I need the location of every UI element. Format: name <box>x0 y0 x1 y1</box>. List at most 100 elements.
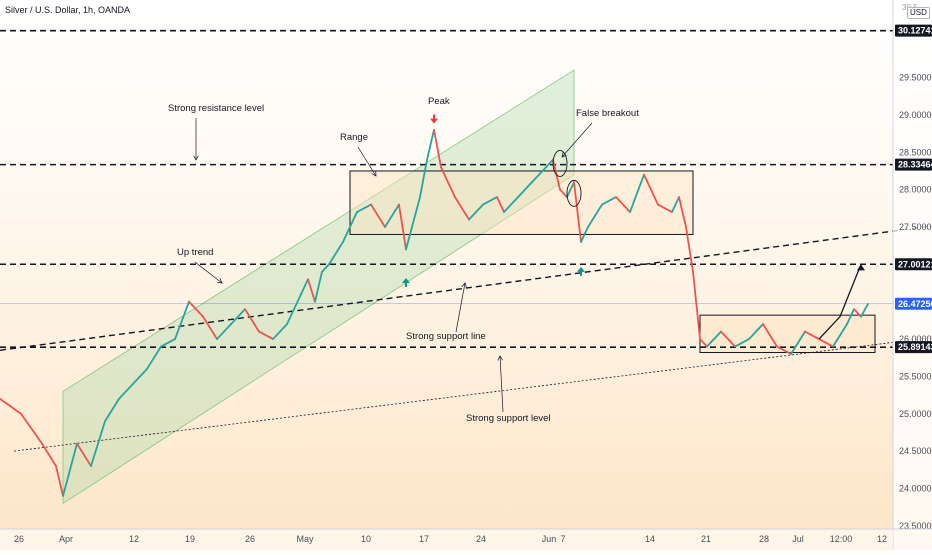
price-segment <box>832 323 848 348</box>
consolidation-box <box>699 314 876 354</box>
price-segment <box>433 128 442 169</box>
price-segment <box>20 412 43 445</box>
price-segment <box>853 308 862 318</box>
price-segment <box>762 323 778 348</box>
price-segment <box>307 278 316 303</box>
annotation-pointer <box>455 282 466 333</box>
price-label-badge <box>895 258 932 271</box>
price-segment <box>531 166 547 184</box>
price-segment <box>398 203 407 251</box>
currency-badge[interactable]: USD <box>907 7 930 19</box>
price-label-badge <box>895 24 932 37</box>
annotation-pointer-head <box>217 278 223 284</box>
price-segment <box>160 338 176 348</box>
x-tick-label: 26 <box>245 534 255 544</box>
y-tick-label: 29.50000 <box>899 73 932 83</box>
annotation-pointer-head <box>561 152 567 158</box>
x-tick-label: 17 <box>419 534 429 544</box>
annotation-pointer <box>357 146 377 177</box>
x-tick-label: 12:00 <box>830 534 853 544</box>
price-segment <box>559 188 568 199</box>
x-tick-label: 24 <box>476 534 486 544</box>
price-segment <box>720 330 736 348</box>
price-segment <box>643 173 659 206</box>
x-tick-label: 19 <box>185 534 195 544</box>
price-segment <box>321 263 330 273</box>
price-label-text: 26.47250 <box>898 299 932 309</box>
price-segment <box>818 338 834 348</box>
price-segment <box>174 300 190 340</box>
annotation-pointer-head <box>497 355 503 361</box>
false-breakout-ellipse <box>552 150 568 177</box>
price-segment <box>104 397 120 423</box>
price-segment <box>573 181 582 243</box>
price-segment <box>76 442 92 467</box>
price-segment <box>244 308 260 333</box>
price-segment <box>440 166 456 199</box>
x-tick-label: 26 <box>14 534 24 544</box>
false-breakout-ellipse <box>566 179 582 207</box>
price-segment <box>671 196 680 213</box>
price-axis[interactable] <box>893 0 932 550</box>
annotation-false-breakout: False breakout <box>576 108 639 119</box>
price-label-text: 28.33464 <box>898 160 932 170</box>
price-segment <box>601 196 617 206</box>
price-segment <box>405 196 421 251</box>
x-tick-label: Jul <box>792 534 804 544</box>
price-segment <box>482 196 498 206</box>
price-segment <box>286 293 302 326</box>
annotation-support-line: Strong support line <box>406 331 486 342</box>
price-segment <box>384 203 400 228</box>
price-label-text: 27.00121 <box>898 259 932 269</box>
price-segment <box>41 442 57 467</box>
price-segment <box>580 226 589 243</box>
x-tick-label: 28 <box>759 534 769 544</box>
annotation-resistance: Strong resistance level <box>168 103 264 114</box>
price-segment <box>657 203 673 213</box>
annotation-pointer-head <box>371 170 377 177</box>
price-segment <box>426 128 435 161</box>
price-segment <box>370 203 386 228</box>
price-segment <box>748 323 764 340</box>
price-label-badge <box>895 341 932 354</box>
price-segment <box>699 338 708 348</box>
price-segment <box>503 196 519 213</box>
price-segment <box>314 270 323 303</box>
price-segment <box>846 308 855 326</box>
price-segment <box>468 203 484 221</box>
price-segment <box>328 241 344 266</box>
strong-support-line <box>0 225 932 351</box>
price-segment <box>419 158 428 199</box>
price-segment <box>132 368 148 385</box>
annotation-up-trend: Up trend <box>177 247 213 258</box>
peak-arrow-down <box>430 114 438 124</box>
price-segment <box>734 338 750 348</box>
x-tick-label: 7 <box>560 534 565 544</box>
y-tick-label: 24.00000 <box>899 484 932 494</box>
price-segment <box>566 181 575 199</box>
price-segment <box>272 323 288 340</box>
price-label-text: 30.12741 <box>898 26 932 36</box>
x-tick-label: Jun <box>542 534 557 544</box>
price-segment <box>90 420 106 467</box>
price-segment <box>587 203 603 228</box>
projection-arrowhead <box>857 264 865 271</box>
chart-title: Silver / U.S. Dollar, 1h, OANDA <box>5 5 131 15</box>
price-segment <box>860 303 869 318</box>
x-tick-label: 12 <box>129 534 139 544</box>
price-segment <box>356 203 372 213</box>
x-tick-label: 12 <box>877 534 887 544</box>
price-segment <box>804 330 820 340</box>
price-segment <box>706 330 722 348</box>
price-segment <box>615 196 631 213</box>
time-axis[interactable] <box>0 529 893 550</box>
price-segment <box>692 270 701 340</box>
annotation-range: Range <box>340 132 368 143</box>
annotation-peak: Peak <box>428 96 450 107</box>
y-tick-label: 25.00000 <box>899 409 932 419</box>
annotation-pointer-head <box>461 282 467 288</box>
y-tick-label: 25.50000 <box>899 371 932 381</box>
